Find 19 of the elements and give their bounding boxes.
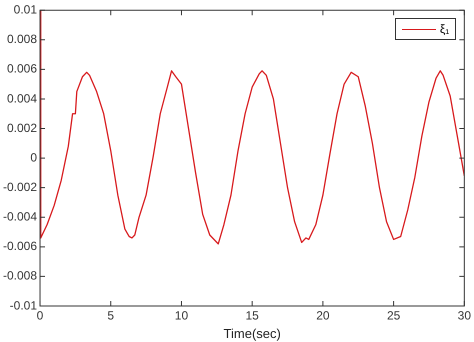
x-tick-label: 15 [245, 308, 260, 323]
y-tick-label: -0.002 [2, 180, 38, 194]
x-tick-label: 25 [386, 308, 401, 323]
y-tick-label: -0.008 [2, 268, 38, 283]
legend-label: ξ₁ [440, 22, 450, 36]
y-tick-label: -0.01 [10, 298, 38, 312]
y-tick-label: 0.006 [6, 62, 38, 76]
y-tick-label: -0.004 [2, 210, 38, 224]
y-tick-label: -0.006 [2, 239, 38, 254]
y-tick-label: 0 [30, 150, 38, 164]
x-tick-label: 5 [107, 308, 114, 323]
x-tick-label: 10 [174, 308, 188, 323]
y-tick-label: 0.002 [6, 120, 38, 135]
x-tick-label: 30 [458, 308, 472, 323]
y-tick-label: 0.004 [6, 91, 38, 106]
y-tick-label: 0.01 [14, 2, 38, 17]
x-tick-label: 20 [316, 308, 330, 323]
y-tick-label: 0.008 [6, 32, 38, 46]
x-axis-title: Time(sec) [224, 326, 281, 341]
